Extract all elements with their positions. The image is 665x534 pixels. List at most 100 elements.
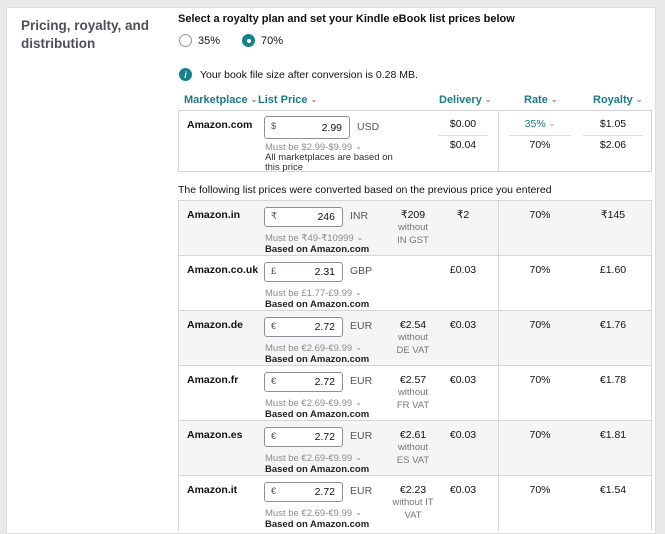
currency-code: EUR xyxy=(350,485,373,497)
royalty-plan-title: Select a royalty plan and set your Kindl… xyxy=(178,13,515,25)
royalty-rate: 70% xyxy=(529,209,551,221)
primary-price-table: Amazon.com $ USD Must be $2.99-$9.99⌄ Al… xyxy=(178,110,652,173)
based-on-note: Based on Amazon.com xyxy=(265,354,370,365)
marketplace-name: Amazon.in xyxy=(187,209,241,221)
net-price-label: without ES VAT xyxy=(396,442,430,466)
base-price-note-line1: All marketplaces are based on xyxy=(265,152,393,163)
based-on-note: Based on Amazon.com xyxy=(265,409,370,420)
net-price-cell: €2.54 without DE VAT xyxy=(375,319,451,358)
column-divider xyxy=(498,366,499,420)
chevron-down-icon: ⌄ xyxy=(550,95,558,104)
currency-code: GBP xyxy=(350,265,373,277)
price-range-hint[interactable]: Must be €2.69-€9.99 ⌄ xyxy=(265,453,362,464)
list-price-input[interactable] xyxy=(264,427,343,447)
price-range-hint[interactable]: Must be €2.69-€9.99 ⌄ xyxy=(265,508,362,519)
price-range-hint[interactable]: Must be £1.77-£9.99 ⌄ xyxy=(265,288,362,299)
royalty-option-35-label: 35% xyxy=(198,34,221,47)
currency-code: EUR xyxy=(350,320,373,332)
column-divider xyxy=(498,476,499,531)
list-price-input[interactable] xyxy=(264,207,343,227)
list-price-input[interactable] xyxy=(264,116,350,139)
header-marketplace[interactable]: Marketplace ⌄ xyxy=(184,94,258,106)
royalty-amount: €1.81 xyxy=(599,429,627,441)
currency-code: USD xyxy=(357,121,380,133)
currency-symbol: € xyxy=(271,321,277,332)
marketplace-name: Amazon.fr xyxy=(187,374,239,386)
royalty-amount: €1.54 xyxy=(599,484,627,496)
based-on-note: Based on Amazon.com xyxy=(265,244,370,255)
rate-70: 70% xyxy=(529,139,551,151)
currency-code: EUR xyxy=(350,430,373,442)
list-price-input[interactable] xyxy=(264,482,343,502)
net-price-label: without IN GST xyxy=(397,222,429,246)
price-range-hint[interactable]: Must be €2.69-€9.99 ⌄ xyxy=(265,343,362,354)
marketplace-row: Amazon.co.uk £ GBP Must be £1.77-£9.99⌄ … xyxy=(179,256,651,311)
net-price-amount: €2.23 xyxy=(399,484,427,496)
cell-divider xyxy=(509,135,571,136)
royalty-rate: 70% xyxy=(529,374,551,386)
currency-symbol: € xyxy=(271,376,277,387)
royalty-rate: 70% xyxy=(529,319,551,331)
header-rate[interactable]: Rate ⌄ xyxy=(524,94,558,106)
chevron-down-icon: ⌄ xyxy=(355,288,362,297)
pricing-card: Pricing, royalty, and distribution Selec… xyxy=(6,7,656,534)
royalty-option-35[interactable]: 35% xyxy=(179,34,220,47)
net-price-label: without DE VAT xyxy=(396,332,430,356)
chevron-down-icon: ⌄ xyxy=(635,95,643,104)
marketplace-row: Amazon.in ₹ INR Must be ₹49-₹10999⌄ Base… xyxy=(179,201,651,256)
price-range-hint[interactable]: Must be €2.69-€9.99 ⌄ xyxy=(265,398,362,409)
marketplace-row: Amazon.de € EUR Must be €2.69-€9.99⌄ Bas… xyxy=(179,311,651,366)
chevron-down-icon: ⌄ xyxy=(355,453,362,462)
marketplace-row: Amazon.fr € EUR Must be €2.69-€9.99⌄ Bas… xyxy=(179,366,651,421)
currency-code: INR xyxy=(350,210,369,222)
net-price-amount: €2.61 xyxy=(399,429,427,441)
column-divider xyxy=(498,201,499,255)
royalty-option-70-label: 70% xyxy=(261,34,284,47)
chevron-down-icon: ⌄ xyxy=(484,95,492,104)
radio-checked-icon[interactable] xyxy=(242,34,256,47)
net-price-cell: €2.23 without IT VAT xyxy=(375,484,451,523)
header-delivery[interactable]: Delivery ⌄ xyxy=(439,94,492,106)
royalty-option-70[interactable]: 70% xyxy=(242,34,283,47)
royalty-amount: €1.78 xyxy=(599,374,627,386)
currency-code: EUR xyxy=(350,375,373,387)
header-list-price[interactable]: List Price ⌄ xyxy=(258,94,318,106)
column-divider xyxy=(498,421,499,475)
royalty-amount: ₹145 xyxy=(600,209,626,221)
file-size-text: Your book file size after conversion is … xyxy=(200,68,418,81)
based-on-note: Based on Amazon.com xyxy=(265,299,370,310)
column-divider xyxy=(498,256,499,310)
list-price-input[interactable] xyxy=(264,262,343,282)
file-size-info: i Your book file size after conversion i… xyxy=(179,68,418,81)
currency-symbol: ₹ xyxy=(271,211,278,222)
delivery-cost: €0.03 xyxy=(449,319,477,331)
royalty-35: $1.05 xyxy=(599,118,627,130)
converted-prices-note: The following list prices were converted… xyxy=(178,184,552,196)
price-range-hint[interactable]: Must be $2.99-$9.99 ⌄ xyxy=(265,142,362,153)
header-royalty[interactable]: Royalty ⌄ xyxy=(593,94,643,106)
based-on-note: Based on Amazon.com xyxy=(265,519,370,530)
chevron-down-icon: ⌄ xyxy=(310,95,318,104)
chevron-down-icon: ⌄ xyxy=(355,398,362,407)
delivery-cost: €0.03 xyxy=(449,374,477,386)
royalty-rate: 70% xyxy=(529,264,551,276)
price-table-header-row: Marketplace ⌄ List Price ⌄ Delivery ⌄ Rate ⌄… xyxy=(7,94,657,110)
net-price-amount: ₹209 xyxy=(400,209,426,221)
rate-35-dropdown[interactable]: 35% ⌄ xyxy=(524,118,556,130)
based-on-note: Based on Amazon.com xyxy=(265,464,370,475)
price-range-hint[interactable]: Must be ₹49-₹10999 ⌄ xyxy=(265,233,364,244)
converted-prices-table: Amazon.in ₹ INR Must be ₹49-₹10999⌄ Base… xyxy=(178,200,652,531)
chevron-down-icon: ⌄ xyxy=(355,508,362,517)
currency-symbol: $ xyxy=(271,121,277,132)
radio-unchecked-icon[interactable] xyxy=(179,34,192,47)
column-divider xyxy=(498,311,499,365)
chevron-down-icon: ⌄ xyxy=(355,142,362,151)
list-price-input[interactable] xyxy=(264,372,343,392)
net-price-cell: ₹209 without IN GST xyxy=(375,209,451,248)
currency-symbol: € xyxy=(271,431,277,442)
delivery-cost: €0.03 xyxy=(449,429,477,441)
delivery-cost: £0.03 xyxy=(449,264,477,276)
list-price-input[interactable] xyxy=(264,317,343,337)
chevron-down-icon: ⌄ xyxy=(250,95,258,104)
